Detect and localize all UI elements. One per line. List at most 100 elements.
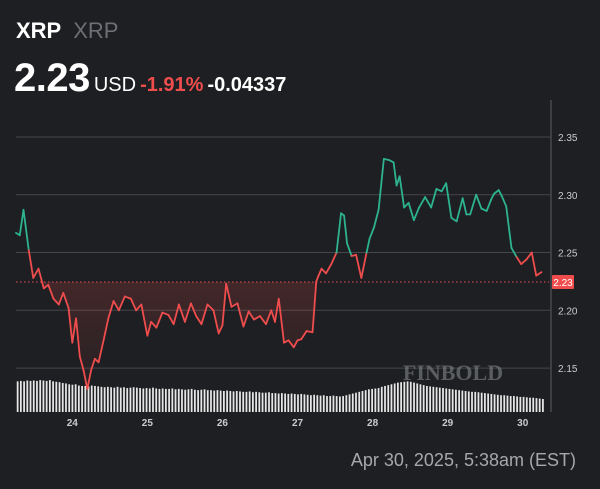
volume-bar <box>522 396 525 412</box>
price-segment <box>107 300 115 320</box>
volume-bar <box>106 386 109 412</box>
price-segment <box>129 297 138 312</box>
volume-bar <box>26 380 29 412</box>
volume-bar <box>300 393 303 412</box>
x-tick-label: 30 <box>517 418 529 429</box>
y-tick-label: 2.20 <box>558 306 578 317</box>
price-segment <box>71 317 77 344</box>
price-segment <box>510 247 518 259</box>
volume-bar <box>458 390 461 412</box>
volume-bar <box>171 388 174 412</box>
volume-bar <box>45 380 48 412</box>
price-segment <box>146 320 153 337</box>
change-value: -0.04337 <box>207 74 287 96</box>
volume-bar <box>390 384 393 412</box>
volume-bar <box>235 391 238 412</box>
price-segment <box>430 188 438 209</box>
y-tick-label: 2.30 <box>558 191 578 202</box>
volume-bar <box>206 390 209 412</box>
volume-bar <box>177 388 180 412</box>
volume-bar <box>513 396 515 412</box>
volume-bar <box>36 380 38 412</box>
volume-bar <box>210 390 212 412</box>
volume-bar <box>113 387 116 412</box>
volume-bar <box>332 395 335 412</box>
price-segment <box>18 208 25 237</box>
price-segment <box>102 317 110 341</box>
timestamp: Apr 30, 2025, 5:38am (EST) <box>350 450 576 470</box>
price-segment <box>117 295 126 312</box>
volume-bar <box>164 388 167 412</box>
volume-bar <box>19 380 22 412</box>
volume-bar <box>65 383 67 412</box>
price-segment <box>292 339 299 349</box>
volume-bar <box>48 380 51 412</box>
price-segment <box>475 193 483 210</box>
volume-bar <box>329 396 332 412</box>
volume-bar <box>542 398 544 412</box>
volume-bar <box>426 385 428 412</box>
x-tick-label: 27 <box>292 418 304 429</box>
volume-bar <box>326 396 328 412</box>
volume-bar <box>316 395 319 412</box>
price-segment <box>315 274 320 283</box>
price-segment <box>535 271 543 277</box>
price-segment <box>75 317 81 358</box>
volume-bar <box>94 385 96 412</box>
volume-bar <box>148 388 151 412</box>
volume-bar <box>397 382 399 412</box>
volume-bar <box>280 393 283 412</box>
volume-bar <box>16 381 19 412</box>
price-segment <box>22 208 30 252</box>
price-segment <box>440 182 448 193</box>
y-tick-label: 2.35 <box>558 133 578 144</box>
price-segment <box>403 201 410 209</box>
price-segment <box>82 369 89 390</box>
volume-bar <box>190 388 193 412</box>
price-segment <box>311 280 318 334</box>
price-segment <box>236 302 245 328</box>
price-segment <box>221 282 228 327</box>
price-segment <box>242 310 250 328</box>
volume-bar <box>242 391 245 412</box>
volume-bar <box>97 386 100 412</box>
volume-bar <box>377 388 380 412</box>
volume-bar <box>480 392 483 412</box>
price-segment <box>225 282 233 308</box>
volume-bar <box>42 380 45 412</box>
volume-bar <box>303 394 306 412</box>
x-tick-label: 29 <box>442 418 454 429</box>
price-segment <box>247 310 255 321</box>
volume-bar <box>380 386 383 412</box>
price-segment <box>355 253 363 279</box>
volume-bar <box>306 394 309 412</box>
price-segment <box>335 212 342 254</box>
volume-bar <box>68 384 71 412</box>
price-segment <box>195 315 203 326</box>
price-segment <box>78 355 85 372</box>
area-layer <box>16 282 542 389</box>
volume-bar <box>393 383 396 412</box>
volume-bar <box>455 389 457 412</box>
price-segment <box>52 297 60 306</box>
volume-bar <box>271 393 274 412</box>
volume-bar <box>264 392 267 412</box>
price-segment <box>57 292 65 306</box>
volume-bar <box>248 391 251 412</box>
volume-bar <box>516 396 519 412</box>
price-segment <box>123 295 132 300</box>
price-segment <box>172 303 180 326</box>
price-segment <box>161 311 170 316</box>
volume-bar <box>142 388 145 412</box>
volume-bar <box>387 385 390 412</box>
price-segment <box>167 314 175 326</box>
change-percent: -1.91% <box>140 74 204 96</box>
y-tick-label: 2.15 <box>558 364 578 375</box>
volume-bar <box>145 388 148 412</box>
volume-bar <box>442 388 444 412</box>
volume-bar <box>477 392 480 412</box>
price-summary: 2.23 USD -1.91% -0.04337 <box>14 56 286 101</box>
volume-bar <box>529 397 531 412</box>
volume-bar <box>116 386 119 412</box>
price-segment <box>418 196 427 209</box>
